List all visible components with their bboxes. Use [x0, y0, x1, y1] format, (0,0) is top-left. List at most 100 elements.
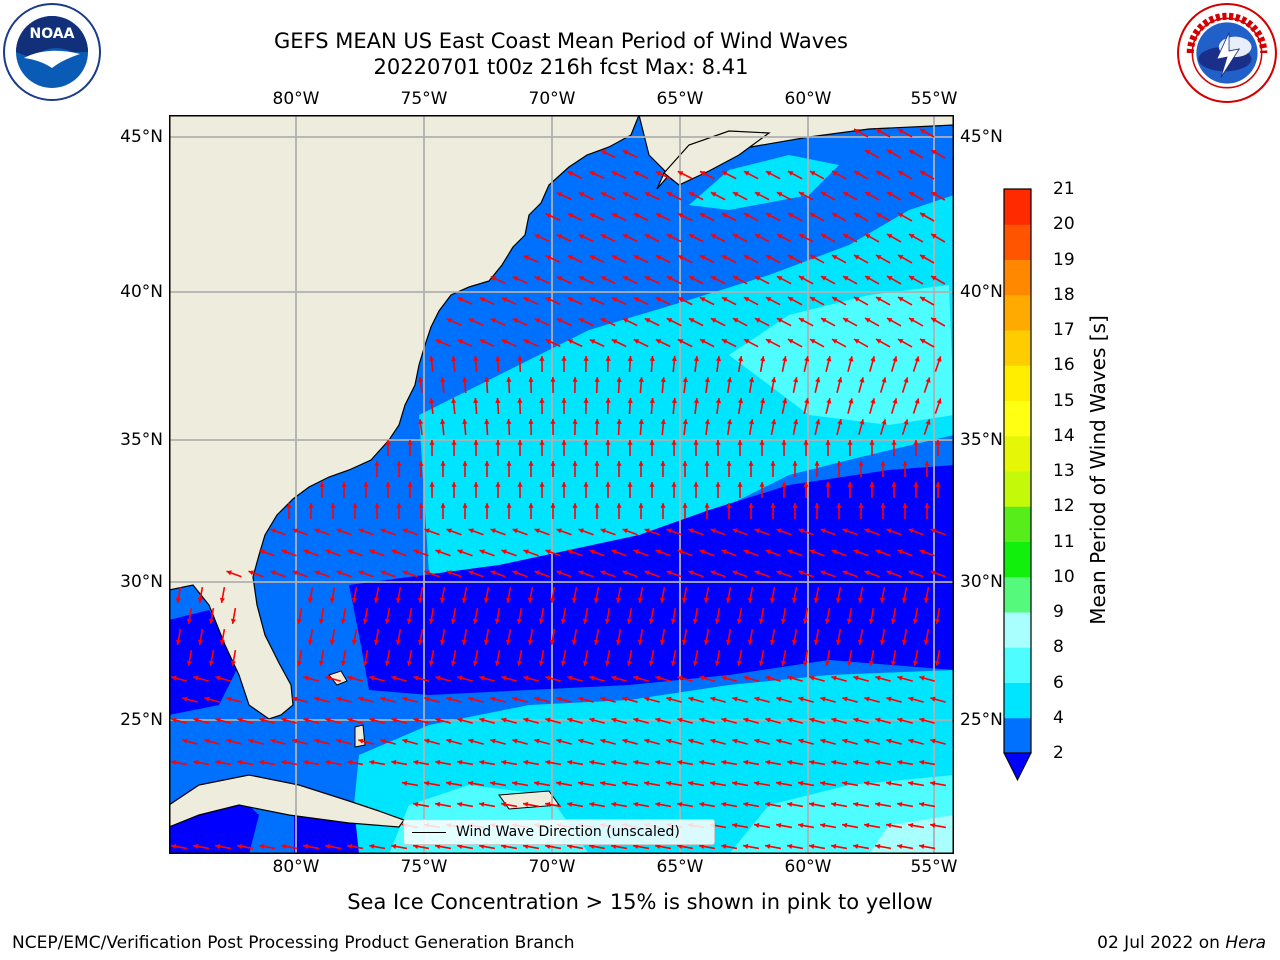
- wave-direction-arrowhead: [171, 717, 177, 723]
- wave-direction-arrowhead: [538, 660, 544, 666]
- wave-direction-arrowhead: [857, 597, 863, 603]
- wave-direction-arrowhead: [787, 843, 793, 849]
- colorbar-bin: [1004, 471, 1031, 507]
- wave-direction-arrowhead: [931, 318, 937, 323]
- lon-tick-top-70w: 70°W: [528, 89, 576, 109]
- wave-direction-arrowhead: [798, 822, 804, 828]
- wave-direction-arrowhead: [798, 570, 804, 576]
- wave-direction-arrowhead: [876, 297, 882, 302]
- wave-period-map[interactable]: [169, 115, 954, 854]
- wave-direction-arrowhead: [677, 297, 684, 302]
- wave-direction-arrowhead: [622, 738, 628, 744]
- wave-direction-arrowhead: [545, 801, 551, 807]
- wave-direction-arrowhead: [594, 419, 600, 424]
- wave-direction-arrowhead: [516, 618, 522, 624]
- wave-direction-arrowhead: [534, 738, 540, 744]
- wave-direction-arrowhead: [759, 440, 765, 445]
- wave-direction-arrowhead: [887, 234, 893, 239]
- wave-direction-arrowhead: [435, 843, 441, 849]
- land-cuba: [169, 774, 405, 828]
- wave-direction-arrowhead: [270, 570, 276, 576]
- wave-direction-arrowhead: [732, 780, 738, 786]
- wave-direction-arrowhead: [461, 639, 467, 645]
- wave-direction-arrowhead: [572, 377, 578, 382]
- wave-direction-arrowhead: [384, 660, 390, 666]
- wave-direction-arrowhead: [615, 597, 621, 603]
- wave-direction-arrowhead: [803, 482, 809, 487]
- wave-direction-arrowhead: [472, 618, 478, 624]
- wave-direction-arrowhead: [303, 675, 309, 681]
- wave-direction-arrowhead: [248, 570, 254, 576]
- wave-direction-arrowhead: [270, 738, 276, 744]
- wave-direction-arrowhead: [776, 570, 782, 576]
- wave-direction-arrowhead: [175, 639, 181, 645]
- wave-direction-arrowhead: [611, 297, 618, 302]
- colorbar-bin: [1004, 224, 1031, 260]
- wave-direction-arrowhead: [534, 234, 541, 240]
- wave-direction-arrowhead: [935, 440, 941, 445]
- wave-direction-arrowhead: [930, 780, 936, 786]
- period-below-2-sargasso: [349, 465, 954, 695]
- wave-direction-arrowhead: [303, 759, 309, 765]
- wave-direction-arrowhead: [567, 801, 573, 807]
- period-6-8-patch-central: [729, 285, 954, 425]
- wave-direction-arrowhead: [748, 377, 755, 383]
- wave-direction-arrowhead: [197, 639, 203, 645]
- wave-direction-arrowhead: [710, 276, 717, 281]
- wave-direction-arrowhead: [545, 297, 552, 303]
- wave-direction-arrowhead: [197, 597, 203, 603]
- wave-direction-arrowhead: [875, 801, 881, 807]
- wave-direction-arrowhead: [358, 738, 364, 744]
- wave-direction-arrowhead: [776, 276, 783, 281]
- wave-direction-arrowhead: [869, 440, 875, 445]
- wave-direction-arrowhead: [887, 150, 893, 155]
- wave-direction-arrowhead: [876, 255, 882, 260]
- wave-direction-arrowhead: [677, 717, 683, 723]
- wave-direction-arrowhead: [512, 738, 518, 744]
- wave-direction-arrowhead: [208, 660, 214, 666]
- wave-direction-arrowhead: [859, 419, 865, 425]
- wave-direction-arrowhead: [875, 675, 881, 681]
- wave-direction-arrowhead: [314, 738, 320, 744]
- wave-direction-arrowhead: [490, 570, 496, 576]
- lon-tick-top-65w: 65°W: [656, 89, 704, 109]
- wave-direction-arrowhead: [446, 528, 452, 534]
- wave-direction-arrowhead: [754, 234, 761, 239]
- wave-direction-arrowhead: [771, 419, 777, 425]
- wave-direction-arrowhead: [930, 738, 936, 744]
- wave-direction-arrowhead: [726, 377, 733, 383]
- wind-wave-vectors: [170, 128, 947, 850]
- wave-direction-arrowhead: [810, 339, 816, 344]
- wave-direction-arrowhead: [875, 549, 881, 555]
- wave-direction-arrowhead: [286, 503, 292, 508]
- wave-direction-arrowhead: [842, 780, 848, 786]
- wave-direction-arrowhead: [351, 597, 357, 603]
- wave-direction-arrowhead: [837, 419, 843, 425]
- wave-direction-arrowhead: [391, 759, 397, 765]
- wave-direction-arrowhead: [820, 528, 826, 534]
- wave-direction-arrowhead: [688, 318, 695, 323]
- wave-direction-arrowhead: [813, 597, 819, 603]
- wave-direction-arrowhead: [523, 549, 529, 555]
- wave-direction-arrowhead: [435, 801, 441, 807]
- wave-direction-arrowhead: [407, 482, 413, 487]
- wave-direction-arrowhead: [281, 549, 287, 555]
- wave-direction-arrowhead: [864, 528, 870, 534]
- legend-line-sample: [412, 832, 446, 833]
- wave-direction-arrowhead: [413, 549, 419, 555]
- wave-direction-arrowhead: [876, 339, 882, 344]
- wave-direction-arrowhead: [666, 234, 673, 239]
- wave-direction-arrowhead: [868, 618, 874, 624]
- wave-direction-arrowhead: [903, 419, 909, 425]
- wave-direction-arrowhead: [633, 339, 640, 344]
- wave-direction-arrowhead: [567, 843, 573, 849]
- wave-direction-arrowhead: [429, 398, 435, 404]
- lon-tick-top-60w: 60°W: [784, 89, 832, 109]
- wave-direction-arrowhead: [754, 318, 761, 323]
- wave-direction-arrowhead: [528, 377, 534, 382]
- map-panel[interactable]: [169, 115, 954, 854]
- wave-direction-arrowhead: [677, 843, 683, 849]
- wave-direction-arrowhead: [600, 528, 606, 534]
- wave-direction-arrowhead: [583, 440, 589, 445]
- wave-direction-arrowhead: [920, 171, 926, 176]
